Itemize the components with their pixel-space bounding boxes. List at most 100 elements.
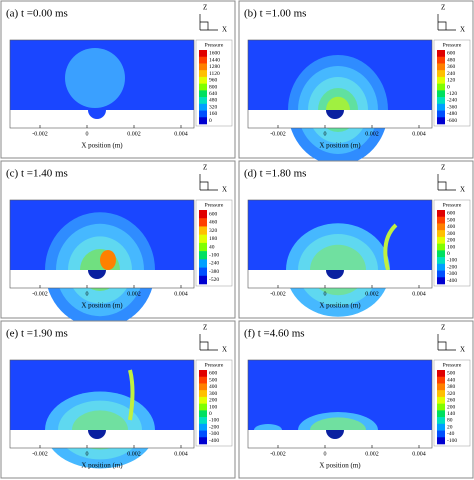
legend-swatch xyxy=(437,63,445,71)
axis-triad xyxy=(437,14,456,31)
legend-swatch xyxy=(199,251,207,260)
legend-label: -120 xyxy=(447,91,457,97)
legend-label: 320 xyxy=(209,228,218,234)
x-tick-label: 0.004 xyxy=(174,451,188,457)
legend-swatch xyxy=(437,263,445,271)
legend-swatch xyxy=(437,210,445,218)
legend-label: 40 xyxy=(209,244,215,250)
x-tick-label: -0.002 xyxy=(32,131,48,137)
x-tick-label: 0.002 xyxy=(365,291,379,297)
panel-title: (e) t =1.90 ms xyxy=(6,328,68,340)
legend-label: 140 xyxy=(447,411,456,417)
plot xyxy=(9,39,195,129)
legend-swatch xyxy=(437,70,445,78)
legend-swatch xyxy=(437,117,445,125)
legend-label: -520 xyxy=(209,277,219,283)
axis-x-label: X xyxy=(460,346,465,354)
legend-swatch xyxy=(199,267,207,277)
x-tick-label: 0.004 xyxy=(412,131,426,137)
legend-label: 1120 xyxy=(209,71,220,77)
plot-frame xyxy=(247,39,433,129)
legend-swatch xyxy=(199,76,207,84)
legend-label: -360 xyxy=(447,104,457,110)
legend-swatch xyxy=(437,437,445,445)
legend-label: -600 xyxy=(447,118,457,124)
legend-swatch xyxy=(199,117,207,125)
x-axis-label: X position (m) xyxy=(81,462,123,470)
axis-z-label: Z xyxy=(441,324,445,332)
legend-label: 0 xyxy=(209,118,212,124)
legend-label: 480 xyxy=(447,57,456,63)
legend-swatch xyxy=(437,103,445,111)
legend-swatch xyxy=(437,417,445,425)
legend-swatch xyxy=(199,383,207,391)
x-axis-label: X position (m) xyxy=(81,142,123,150)
legend-swatch xyxy=(199,50,207,58)
x-tick-label: 0 xyxy=(324,291,327,297)
legend-title: Pressure xyxy=(443,202,462,208)
plot-frame xyxy=(247,199,433,289)
cavity xyxy=(88,110,106,119)
x-tick-label: 0.004 xyxy=(174,291,188,297)
base xyxy=(248,110,432,128)
legend-swatch xyxy=(437,376,445,384)
base xyxy=(248,430,432,448)
axis-x-label: X xyxy=(222,346,227,354)
legend-swatch xyxy=(437,230,445,238)
legend-label: 240 xyxy=(447,71,456,77)
panel-title: (d) t =1.80 ms xyxy=(244,168,306,180)
panel: (e) t =1.90 ms Z X -0.002 0 0.002 0.004 X posit… xyxy=(0,320,236,479)
legend-swatch xyxy=(199,56,207,64)
panel: (b) t =1.00 ms Z X -0.002 0 0.002 0.004 X posit… xyxy=(238,0,474,165)
legend-label: 1440 xyxy=(209,57,220,63)
contour xyxy=(65,48,125,108)
legend-swatch xyxy=(199,103,207,111)
legend-swatch xyxy=(199,70,207,78)
x-axis-label: X position (m) xyxy=(319,462,361,470)
legend-swatch xyxy=(199,226,207,235)
x-axis-label: X position (m) xyxy=(81,302,123,310)
legend-swatch xyxy=(199,403,207,411)
x-tick-label: -0.002 xyxy=(270,451,286,457)
x-tick-label: 0.002 xyxy=(127,451,141,457)
legend-label: -380 xyxy=(209,269,219,275)
legend-label: -300 xyxy=(209,431,219,437)
legend-title: Pressure xyxy=(443,42,462,48)
legend-swatch xyxy=(437,277,445,285)
x-tick-label: -0.002 xyxy=(32,291,48,297)
legend-label: 600 xyxy=(209,371,218,377)
legend-label: -480 xyxy=(447,111,457,117)
legend-swatch xyxy=(437,410,445,418)
x-tick-label: 0 xyxy=(324,131,327,137)
legend-label: -200 xyxy=(209,424,219,430)
x-tick-label: 0.002 xyxy=(127,291,141,297)
legend-label: 0 xyxy=(209,411,212,417)
legend-swatch xyxy=(199,97,207,105)
legend-label: 200 xyxy=(447,404,456,410)
axis-z-label: Z xyxy=(203,164,207,172)
base xyxy=(10,270,194,288)
base xyxy=(10,110,194,128)
legend-swatch xyxy=(437,76,445,84)
legend-swatch xyxy=(437,223,445,231)
legend-label: 160 xyxy=(209,111,218,117)
plot-frame xyxy=(9,39,195,129)
legend-swatch xyxy=(437,257,445,265)
legend-label: -40 xyxy=(447,431,455,437)
legend-swatch xyxy=(199,259,207,268)
x-tick-label: 0.004 xyxy=(174,131,188,137)
axis-x-label: X xyxy=(460,186,465,194)
panel: (a) t =0.00 ms Z X -0.002 0 0.002 0.004 X posit… xyxy=(0,0,236,159)
legend-label: 260 xyxy=(447,398,456,404)
legend-swatch xyxy=(199,376,207,384)
legend-label: 0 xyxy=(447,251,450,257)
legend-swatch xyxy=(199,410,207,418)
panel-title: (c) t =1.40 ms xyxy=(6,168,68,180)
legend-swatch xyxy=(199,275,207,285)
axis-triad xyxy=(437,174,456,191)
x-tick-label: -0.002 xyxy=(32,451,48,457)
legend-swatch xyxy=(437,243,445,251)
legend-label: -400 xyxy=(209,438,219,444)
plot-frame xyxy=(9,359,195,449)
legend-swatch xyxy=(199,417,207,425)
